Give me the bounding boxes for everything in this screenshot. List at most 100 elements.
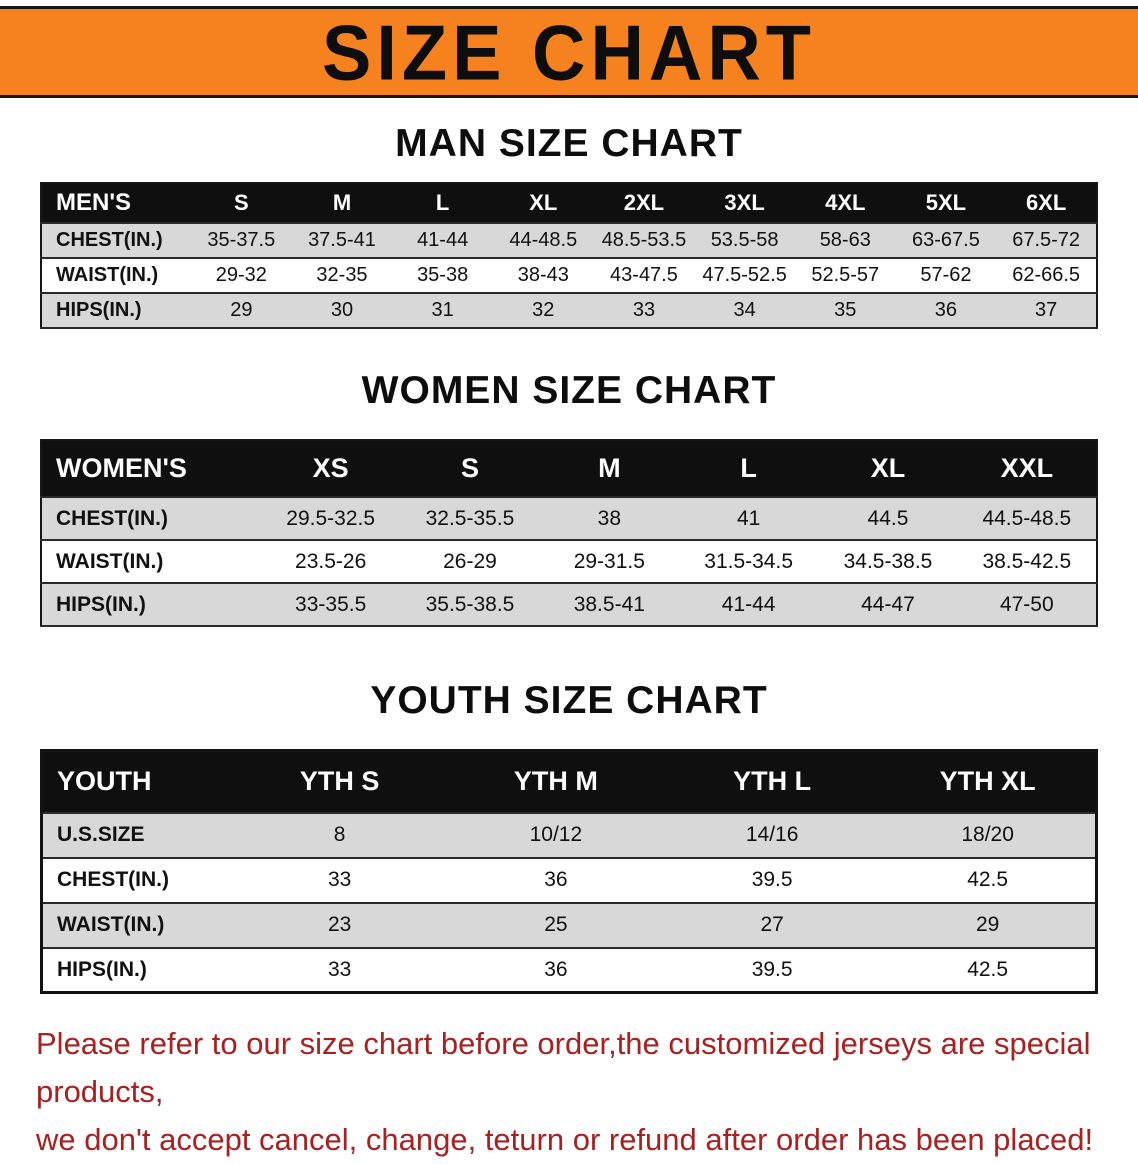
men-section-heading: MAN SIZE CHART [395,122,743,165]
size-value: 39.5 [751,868,793,891]
women-waist-row: WAIST(IN.) 23.5-26 26-29 29-31.5 31.5-34… [41,540,1097,583]
size-column-header: 4XL [825,190,866,215]
size-value: 8 [333,823,346,846]
size-value: 36 [544,868,568,891]
size-value: 38.5-42.5 [982,549,1072,573]
size-column-header: L [435,190,450,215]
size-column-header: YTH M [513,766,598,797]
size-value: 48.5-53.5 [601,229,687,251]
youth-waist-row: WAIST(IN.) 23 25 27 29 [41,902,1097,948]
size-value: 47-50 [999,592,1054,616]
size-value: 41-44 [417,229,469,251]
size-value: 44.5 [867,506,909,530]
size-value: 23 [327,913,352,936]
youth-section-heading: YOUTH SIZE CHART [370,679,768,722]
size-column-header: M [598,453,621,483]
size-chart-banner: SIZE CHART [0,6,1138,98]
size-value: 41-44 [721,592,776,616]
size-value: 29.5-32.5 [286,506,376,530]
size-value: 35-38 [417,264,469,286]
size-value: 44.5-48.5 [982,506,1072,530]
women-table-title: WOMEN'S [56,453,187,483]
size-column-header: L [740,453,757,483]
men-chest-row: CHEST(IN.) 35-37.5 37.5-41 41-44 44-48.5… [41,223,1097,258]
size-value: 27 [760,913,784,936]
size-value: 35.5-38.5 [425,592,515,616]
size-value: 29-32 [215,264,267,286]
size-value: 47.5-52.5 [702,264,787,286]
size-value: 44-48.5 [509,229,578,251]
men-hips-row: HIPS(IN.) 29 30 31 32 33 34 35 36 37 [41,293,1097,328]
disclaimer-line-2: we don't accept cancel, change, teturn o… [36,1122,1094,1158]
size-column-header: S [233,190,249,215]
size-column-header: YTH XL [939,766,1036,797]
size-value: 14/16 [745,823,799,846]
youth-table-title: YOUTH [57,766,152,797]
size-value: 34.5-38.5 [843,549,933,573]
size-value: 36 [544,957,568,981]
size-value: 33 [327,868,352,891]
size-value: 32.5-35.5 [425,506,515,530]
size-value: 32 [532,299,555,321]
size-value: 33 [327,957,352,981]
youth-header-row: YOUTH YTH S YTH M YTH L YTH XL [41,750,1097,813]
size-value: 33-35.5 [295,592,367,616]
size-value: 10/12 [529,823,583,846]
row-label: U.S.SIZE [57,823,145,846]
row-label: CHEST(IN.) [56,506,168,530]
women-size-table: WOMEN'S XS S M L XL XXL CHEST(IN.) 29.5-… [40,439,1098,627]
banner-title: SIZE CHART [322,8,816,96]
size-value: 23.5-26 [295,549,367,573]
size-value: 38.5-41 [573,592,645,616]
size-value: 58-63 [819,229,871,251]
women-section-heading: WOMEN SIZE CHART [361,369,777,412]
women-header-row: WOMEN'S XS S M L XL XXL [41,440,1097,497]
row-label: CHEST(IN.) [56,229,163,251]
size-value: 44-47 [861,592,915,616]
row-label: HIPS(IN.) [56,299,142,321]
size-value: 35 [834,299,857,321]
size-column-header: M [332,190,352,215]
youth-chest-row: CHEST(IN.) 33 36 39.5 42.5 [41,857,1097,903]
size-value: 41 [736,506,761,530]
size-value: 25 [544,913,568,936]
size-value: 26-29 [443,549,497,573]
size-column-header: XXL [1000,453,1054,483]
size-value: 67.5-72 [1012,229,1081,251]
size-value: 30 [330,299,354,321]
men-header-row: MEN'S S M L XL 2XL 3XL 4XL 5XL 6XL [41,183,1097,223]
size-value: 33 [632,299,656,321]
size-column-header: 2XL [623,190,665,215]
size-column-header: YTH L [733,766,812,797]
size-value: 63-67.5 [912,229,980,251]
size-value: 31 [431,299,454,321]
row-label: WAIST(IN.) [57,913,165,936]
size-value: 39.5 [751,957,793,981]
size-column-header: XL [529,190,558,215]
men-size-table: MEN'S S M L XL 2XL 3XL 4XL 5XL 6XL CHEST… [40,182,1098,329]
size-column-header: S [460,453,479,483]
size-value: 62-66.5 [1012,264,1081,286]
size-column-header: XL [870,453,906,483]
size-value: 43-47.5 [610,264,678,286]
row-label: CHEST(IN.) [57,868,169,891]
size-value: 36 [934,299,958,321]
size-value: 35-37.5 [207,229,276,251]
row-label: HIPS(IN.) [56,592,146,616]
youth-hips-row: HIPS(IN.) 33 36 39.5 42.5 [41,947,1097,993]
size-value: 29 [975,913,1000,936]
size-value: 42.5 [967,957,1009,981]
women-chest-row: CHEST(IN.) 29.5-32.5 32.5-35.5 38 41 44.… [41,497,1097,540]
men-waist-row: WAIST(IN.) 29-32 32-35 35-38 38-43 43-47… [41,258,1097,293]
size-column-header: XS [312,453,349,483]
row-label: WAIST(IN.) [56,549,164,573]
disclaimer-note: Please refer to our size chart before or… [36,1020,1102,1164]
size-column-header: YTH S [299,766,380,797]
size-value: 29-31.5 [573,549,645,573]
size-column-header: 5XL [925,190,967,215]
size-value: 31.5-34.5 [704,549,794,573]
women-hips-row: HIPS(IN.) 33-35.5 35.5-38.5 38.5-41 41-4… [41,583,1097,626]
size-value: 38 [597,506,621,530]
size-value: 37.5-41 [308,229,376,251]
men-table-title: MEN'S [56,189,132,216]
